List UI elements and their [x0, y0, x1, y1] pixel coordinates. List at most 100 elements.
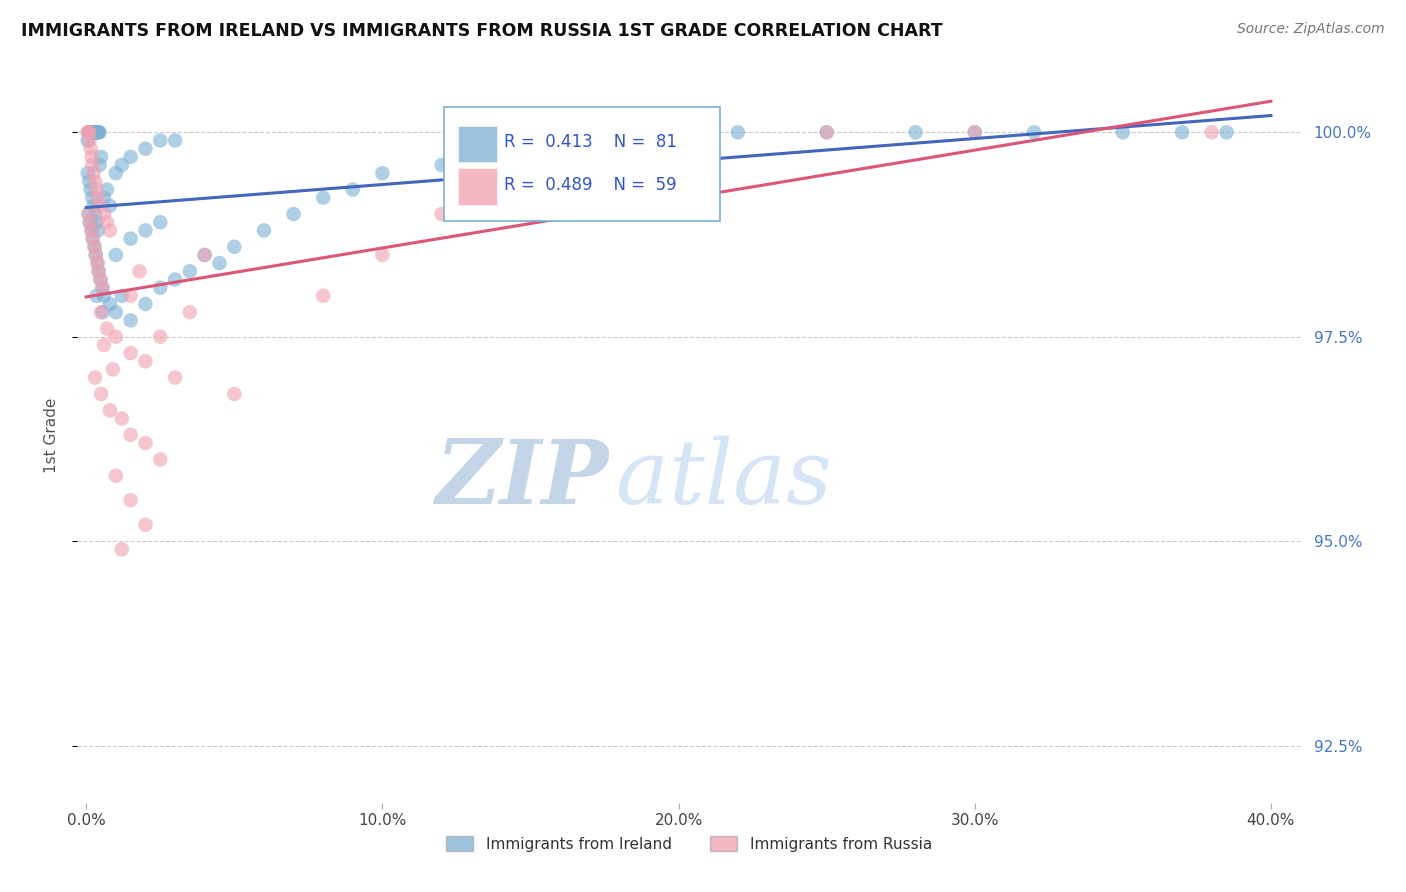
- Point: [89, 158, 111, 172]
- Point: [120, 346, 142, 360]
- Point: [120, 493, 142, 508]
- Point: [668, 133, 690, 147]
- Point: [89, 272, 111, 286]
- Point: [80, 125, 103, 139]
- Point: [90, 387, 112, 401]
- Point: [104, 468, 127, 483]
- Point: [104, 166, 127, 180]
- Point: [87, 223, 110, 237]
- Point: [96, 215, 118, 229]
- Point: [98, 199, 121, 213]
- Point: [312, 191, 335, 205]
- Point: [84, 248, 107, 262]
- Point: [149, 281, 172, 295]
- Point: [82, 125, 104, 139]
- Point: [84, 174, 107, 188]
- Point: [83, 166, 105, 180]
- Point: [519, 142, 541, 156]
- Point: [77, 125, 100, 139]
- Point: [253, 223, 276, 237]
- Point: [98, 223, 121, 237]
- Point: [194, 248, 217, 262]
- Point: [83, 240, 105, 254]
- Point: [77, 207, 100, 221]
- Point: [111, 289, 134, 303]
- Point: [519, 183, 541, 197]
- FancyBboxPatch shape: [458, 126, 496, 161]
- Point: [90, 150, 112, 164]
- Point: [76, 133, 98, 147]
- Point: [79, 133, 101, 147]
- Point: [134, 142, 156, 156]
- Point: [224, 240, 246, 254]
- Point: [578, 133, 600, 147]
- Point: [194, 248, 217, 262]
- Point: [89, 125, 111, 139]
- Point: [83, 125, 105, 139]
- Point: [1171, 125, 1194, 139]
- Point: [149, 133, 172, 147]
- Point: [90, 305, 112, 319]
- Point: [93, 289, 115, 303]
- Point: [111, 158, 134, 172]
- Point: [87, 264, 110, 278]
- Point: [93, 191, 115, 205]
- Point: [120, 150, 142, 164]
- Point: [111, 542, 134, 557]
- Point: [224, 387, 246, 401]
- Point: [83, 125, 105, 139]
- Point: [134, 354, 156, 368]
- Point: [86, 289, 108, 303]
- Point: [82, 125, 104, 139]
- Point: [668, 125, 690, 139]
- Point: [82, 232, 104, 246]
- Point: [86, 125, 108, 139]
- Point: [79, 183, 101, 197]
- Point: [149, 330, 172, 344]
- Point: [165, 133, 187, 147]
- Point: [77, 174, 100, 188]
- Point: [165, 370, 187, 384]
- Point: [179, 264, 201, 278]
- Point: [371, 166, 394, 180]
- Point: [77, 207, 100, 221]
- Point: [430, 207, 453, 221]
- Point: [84, 248, 107, 262]
- Point: [82, 191, 104, 205]
- Point: [77, 125, 100, 139]
- Point: [80, 223, 103, 237]
- Point: [371, 248, 394, 262]
- Point: [79, 215, 101, 229]
- Point: [134, 223, 156, 237]
- Point: [98, 297, 121, 311]
- Point: [93, 207, 115, 221]
- Point: [120, 232, 142, 246]
- Point: [86, 183, 108, 197]
- Point: [963, 125, 986, 139]
- Text: atlas: atlas: [616, 435, 831, 523]
- Point: [80, 223, 103, 237]
- Text: R =  0.489    N =  59: R = 0.489 N = 59: [505, 176, 676, 194]
- Point: [342, 183, 364, 197]
- Text: IMMIGRANTS FROM IRELAND VS IMMIGRANTS FROM RUSSIA 1ST GRADE CORRELATION CHART: IMMIGRANTS FROM IRELAND VS IMMIGRANTS FR…: [21, 22, 942, 40]
- Point: [79, 215, 101, 229]
- Point: [104, 248, 127, 262]
- Point: [86, 125, 108, 139]
- Point: [120, 428, 142, 442]
- Point: [83, 240, 105, 254]
- Point: [79, 125, 101, 139]
- Point: [165, 272, 187, 286]
- Point: [77, 125, 100, 139]
- Point: [963, 125, 986, 139]
- Point: [98, 403, 121, 417]
- FancyBboxPatch shape: [444, 107, 720, 221]
- Point: [179, 305, 201, 319]
- Point: [87, 125, 110, 139]
- Point: [83, 199, 105, 213]
- Point: [1215, 125, 1237, 139]
- Point: [76, 166, 98, 180]
- Point: [120, 289, 142, 303]
- Point: [82, 158, 104, 172]
- Point: [86, 215, 108, 229]
- Point: [727, 125, 749, 139]
